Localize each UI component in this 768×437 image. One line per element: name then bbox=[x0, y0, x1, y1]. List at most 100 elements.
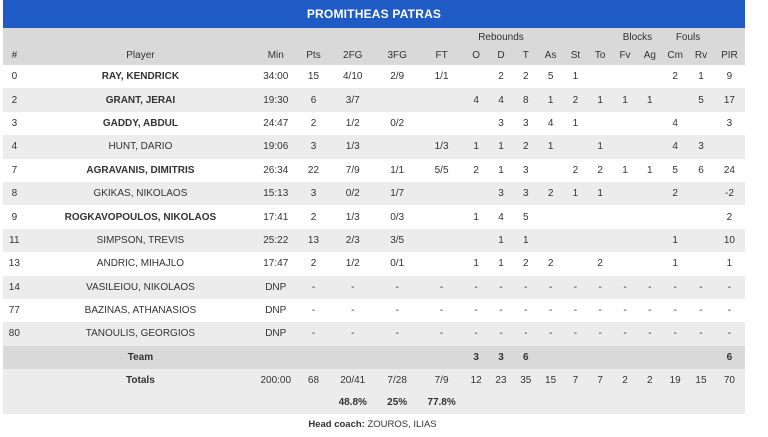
totals-three-fg: 7/28 bbox=[387, 374, 407, 386]
stat-minutes: 34:00 bbox=[263, 71, 289, 83]
player-row: 13 ANDRIC, MIHAJLO 17:47 2 1/2 0/1 1 1 2 2 2 1 1 bbox=[3, 252, 745, 276]
player-name[interactable]: BAZINAS, ATHANASIOS bbox=[84, 305, 197, 317]
stat-fouls-committed: 4 bbox=[672, 117, 678, 129]
pct-empty-pts bbox=[296, 392, 330, 414]
stat-off-reb bbox=[464, 112, 489, 135]
pct-empty bbox=[714, 392, 745, 414]
player-name[interactable]: GADDY, ABDUL bbox=[102, 117, 178, 129]
stat-def-reb: 4 bbox=[498, 211, 504, 223]
col-header-pir[interactable]: PIR bbox=[721, 50, 738, 61]
stat-two-fg: 1/3 bbox=[345, 211, 360, 223]
stat-fouls-committed bbox=[662, 88, 688, 111]
box-score-table: Rebounds Blocks Fouls # Player Min Pts 2FG 3F… bbox=[3, 28, 745, 414]
player-name[interactable]: SIMPSON, TREVIS bbox=[96, 234, 185, 246]
col-header-assists[interactable]: As bbox=[544, 50, 557, 61]
col-header-blocks-against[interactable]: Ag bbox=[643, 50, 656, 61]
stat-def-reb: 1 bbox=[498, 164, 504, 176]
player-number: 3 bbox=[11, 117, 18, 129]
stat-pir: 10 bbox=[723, 234, 735, 246]
stat-def-reb: 4 bbox=[498, 94, 504, 106]
stat-turnovers: 2 bbox=[597, 258, 603, 270]
stat-blocks-against bbox=[637, 229, 662, 252]
col-header-off-reb[interactable]: O bbox=[472, 50, 481, 61]
stat-blocks-against: 1 bbox=[647, 94, 653, 106]
player-name[interactable]: GRANT, JERAI bbox=[105, 94, 176, 106]
player-name[interactable]: ANDRIC, MIHAJLO bbox=[96, 258, 185, 270]
stat-three-fg: 0/3 bbox=[390, 211, 405, 223]
stat-tot-reb: 2 bbox=[523, 141, 529, 153]
player-name[interactable]: HUNT, DARIO bbox=[108, 141, 173, 153]
pct-empty-min bbox=[255, 392, 296, 414]
stat-off-reb bbox=[464, 182, 489, 205]
percentages-row: 48.8% 25% 77.8% bbox=[3, 391, 745, 414]
player-number: 8 bbox=[11, 188, 18, 200]
stat-minutes: 19:30 bbox=[263, 94, 289, 106]
stat-turnovers: 1 bbox=[597, 188, 603, 200]
totals-minutes: 200:00 bbox=[260, 374, 292, 386]
stat-off-reb: - bbox=[474, 305, 478, 317]
stat-blocks-for: - bbox=[623, 305, 627, 317]
team-free-throws bbox=[419, 346, 463, 369]
player-row: 8 GKIKAS, NIKOLAOS 15:13 3 0/2 1/7 3 3 2 1 1 2 -2 bbox=[3, 181, 745, 206]
stat-fouls-received: - bbox=[699, 281, 703, 293]
stat-fouls-received bbox=[688, 229, 714, 252]
team-minutes bbox=[255, 346, 296, 369]
player-name[interactable]: RAY, KENDRICK bbox=[101, 71, 180, 83]
player-number: 2 bbox=[11, 94, 18, 106]
stat-free-throws bbox=[419, 205, 463, 228]
pct-empty-player bbox=[26, 392, 255, 414]
stat-two-fg: 7/9 bbox=[345, 164, 360, 176]
col-header-def-reb[interactable]: D bbox=[497, 50, 505, 61]
blocks-group-header: Blocks bbox=[622, 31, 653, 43]
pct-empty bbox=[637, 392, 662, 414]
col-header-fouls-committed[interactable]: Cm bbox=[667, 50, 683, 61]
stat-off-reb: - bbox=[474, 281, 478, 293]
stat-def-reb: - bbox=[499, 281, 503, 293]
stat-two-fg: 0/2 bbox=[345, 188, 360, 200]
pct-empty bbox=[489, 392, 514, 414]
stat-off-reb bbox=[464, 229, 489, 252]
col-header-turnovers[interactable]: To bbox=[594, 50, 606, 61]
totals-two-fg: 20/41 bbox=[340, 374, 366, 386]
player-name[interactable]: AGRAVANIS, DIMITRIS bbox=[86, 164, 195, 176]
col-header-pts[interactable]: Pts bbox=[306, 50, 321, 61]
col-header-steals[interactable]: St bbox=[570, 50, 581, 61]
player-row: 4 HUNT, DARIO 19:06 3 1/3 1/3 1 1 2 1 1 4 3 bbox=[3, 135, 745, 159]
stat-fouls-committed: 5 bbox=[672, 164, 678, 176]
stat-three-fg: 0/1 bbox=[390, 258, 405, 270]
col-header-fouls-received[interactable]: Rv bbox=[694, 50, 708, 61]
stat-minutes: 19:06 bbox=[263, 141, 289, 153]
col-header-ft[interactable]: FT bbox=[435, 50, 448, 61]
col-header-tot-reb[interactable]: T bbox=[522, 50, 529, 61]
col-header-blocks-for[interactable]: Fv bbox=[619, 50, 631, 61]
stat-points: - bbox=[311, 328, 316, 340]
stat-two-fg: 3/7 bbox=[345, 94, 360, 106]
team-label: Team bbox=[127, 351, 154, 363]
stat-points: 6 bbox=[310, 94, 317, 106]
stat-fouls-received: 6 bbox=[698, 164, 704, 176]
player-name[interactable]: GKIKAS, NIKOLAOS bbox=[93, 188, 188, 200]
stat-free-throws: 5/5 bbox=[434, 164, 449, 176]
player-row: 14 VASILEIOU, NIKOLAOS DNP - - - - - - - - - - - - - - - bbox=[3, 275, 745, 299]
col-header-min[interactable]: Min bbox=[267, 50, 284, 61]
stat-points: 3 bbox=[310, 188, 317, 200]
team-tot-reb: 6 bbox=[523, 351, 529, 363]
stat-minutes: 17:41 bbox=[263, 211, 289, 223]
stat-off-reb bbox=[464, 65, 489, 88]
player-name[interactable]: TANOULIS, GEORGIOS bbox=[85, 328, 196, 340]
stat-two-fg: - bbox=[351, 281, 355, 293]
column-header-row: # Player Min Pts 2FG 3FG FT O D T As St To Fv Ag Cm Rv PI… bbox=[3, 46, 745, 65]
col-header-3fg[interactable]: 3FG bbox=[387, 50, 407, 61]
col-header-number[interactable]: # bbox=[11, 50, 18, 61]
player-name[interactable]: ROGKAVOPOULOS, NIKOLAOS bbox=[64, 211, 217, 223]
totals-blocks-for: 2 bbox=[622, 374, 628, 386]
head-coach: Head coach: ZOUROS, ILIAS bbox=[0, 419, 745, 430]
box-score: PROMITHEAS PATRAS Rebounds Blocks Fouls … bbox=[3, 0, 745, 414]
stat-free-throws bbox=[419, 88, 463, 111]
totals-fouls-received: 15 bbox=[695, 374, 707, 386]
col-header-2fg[interactable]: 2FG bbox=[343, 50, 363, 61]
col-header-player[interactable]: Player bbox=[126, 50, 155, 61]
player-name[interactable]: VASILEIOU, NIKOLAOS bbox=[86, 281, 195, 293]
stat-assists bbox=[538, 159, 563, 182]
totals-free-throws: 7/9 bbox=[434, 374, 449, 386]
